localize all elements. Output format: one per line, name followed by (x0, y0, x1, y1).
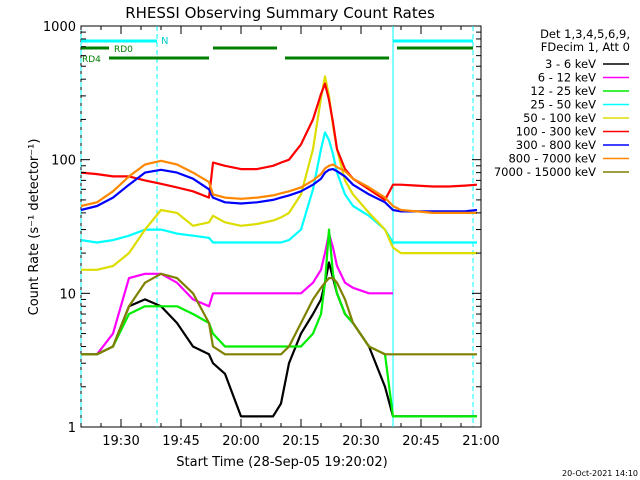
night-label: N (161, 36, 168, 47)
legend-header-1: Det 1,3,4,5,6,9, (540, 27, 630, 41)
series-line (80, 168, 478, 213)
series-line (80, 131, 477, 244)
legend-label: 50 - 100 keV (523, 111, 596, 125)
legend-label: 800 - 7000 keV (508, 152, 596, 166)
series-line (81, 228, 477, 418)
x-axis-ticks: 19:30 19:45 20:00 20:15 20:30 20:45 21:00 (80, 26, 500, 449)
plot-frame (80, 25, 482, 428)
night-markers: N (80, 26, 474, 427)
y-tick-label: 1000 (43, 20, 76, 35)
series-line (81, 272, 477, 356)
series-lines (80, 75, 478, 418)
rd-flag-label: RD4 (82, 55, 101, 65)
series-line (80, 159, 477, 214)
x-tick-label: 19:45 (162, 434, 199, 449)
series-line (81, 232, 393, 356)
chart-title: RHESSI Observing Summary Count Rates (125, 4, 435, 22)
x-tick-label: 20:30 (342, 434, 379, 449)
legend-header-2: FDecim 1, Att 0 (541, 40, 630, 54)
legend-label: 6 - 12 keV (538, 71, 596, 85)
series-line (81, 261, 477, 418)
legend-label: 300 - 800 keV (516, 138, 596, 152)
y-tick-label: 10 (59, 287, 76, 302)
x-tick-label: 20:15 (282, 434, 319, 449)
series-line (81, 75, 477, 271)
y-axis-label: Count Rate (s⁻¹ detector⁻¹) (27, 139, 42, 316)
y-tick-label: 100 (51, 154, 76, 169)
x-tick-label: 20:00 (222, 434, 259, 449)
rd-flags: RD0 RD4 (81, 45, 473, 65)
series-line (80, 82, 478, 201)
x-tick-label: 20:45 (402, 434, 439, 449)
x-tick-label: 19:30 (102, 434, 139, 449)
legend-label: 12 - 25 keV (530, 84, 596, 98)
legend-label: 3 - 6 keV (545, 57, 596, 71)
rd-flag-label: RD0 (114, 45, 133, 55)
y-tick-label: 1 (68, 421, 76, 436)
x-tick-label: 21:00 (462, 434, 499, 449)
y-axis-ticks: 1 10 100 1000 (43, 20, 481, 436)
legend-label: 25 - 50 keV (530, 98, 596, 112)
x-axis-label: Start Time (28-Sep-05 19:20:02) (176, 455, 387, 470)
footer-timestamp: 20-Oct-2021 14:10 (562, 469, 638, 478)
legend-label: 7000 - 15000 keV (494, 165, 596, 179)
legend-label: 100 - 300 keV (516, 125, 596, 139)
